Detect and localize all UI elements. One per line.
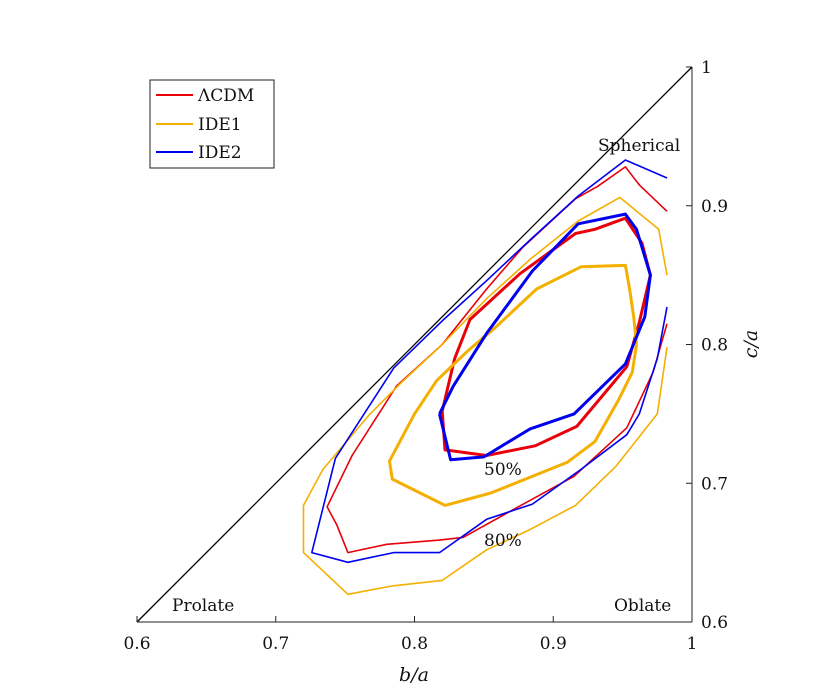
x-axis-ticks: 0.6 0.7 0.8 0.9 1 xyxy=(123,616,697,654)
y-tick-label: 0.9 xyxy=(701,197,728,217)
oblate-label: Oblate xyxy=(614,596,671,616)
x-tick-label: 0.6 xyxy=(123,634,150,654)
x-tick-label: 1 xyxy=(687,634,698,654)
x-tick-label: 0.8 xyxy=(401,634,428,654)
y-axis-label: c/a xyxy=(740,330,762,358)
legend-label-lcdm: ΛCDM xyxy=(197,86,254,106)
lcdm-contour-80pct xyxy=(326,166,668,554)
contour-50-label: 50% xyxy=(484,460,522,480)
y-axis-ticks: 0.6 0.7 0.8 0.9 1 xyxy=(686,58,728,633)
ide2-contour-80pct xyxy=(310,159,668,564)
contour-80-label: 80% xyxy=(484,531,522,551)
x-tick-label: 0.7 xyxy=(262,634,289,654)
ide2-contour-50pct xyxy=(438,212,652,462)
y-tick-label: 0.7 xyxy=(701,474,728,494)
x-tick-label: 0.9 xyxy=(540,634,567,654)
diagonal-boundary-line xyxy=(136,66,693,623)
ide1-contour-80pct xyxy=(302,196,668,596)
x-axis-label: b/a xyxy=(399,664,429,686)
spherical-label: Spherical xyxy=(598,136,680,156)
legend-label-ide2: IDE2 xyxy=(198,143,242,163)
lcdm-contour-50pct xyxy=(440,216,652,457)
contour-series xyxy=(302,159,668,596)
y-tick-label: 0.6 xyxy=(701,613,728,633)
y-tick-label: 0.8 xyxy=(701,336,728,356)
ide1-contour-50pct xyxy=(388,263,638,507)
y-tick-label: 1 xyxy=(701,58,712,78)
legend: ΛCDM IDE1 IDE2 xyxy=(149,79,275,169)
legend-label-ide1: IDE1 xyxy=(198,115,242,135)
prolate-label: Prolate xyxy=(172,596,234,616)
